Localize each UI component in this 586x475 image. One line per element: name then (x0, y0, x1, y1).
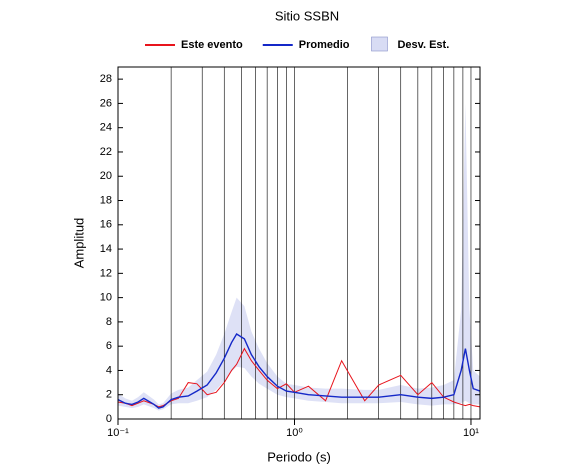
y-tick-label: 8 (106, 316, 112, 328)
legend-label: Este evento (181, 39, 243, 51)
y-tick-label: 12 (100, 267, 112, 279)
data-line (117, 333, 481, 409)
x-tick-label: 10¹ (463, 427, 479, 439)
legend-label: Promedio (299, 39, 350, 51)
chart-title: Sitio SSBN (275, 8, 339, 23)
legend-label: Desv. Est. (397, 39, 449, 51)
y-tick-label: 6 (106, 340, 112, 352)
plot-frame (117, 66, 481, 420)
y-tick-label: 18 (100, 194, 112, 206)
std-band (118, 103, 480, 411)
y-tick-label: 0 (106, 413, 112, 425)
y-tick-label: 20 (100, 170, 112, 182)
legend-swatch (371, 36, 388, 52)
y-axis-label: Amplitud (71, 218, 86, 269)
x-axis-label: Periodo (s) (267, 449, 331, 464)
y-tick-label: 24 (100, 122, 112, 134)
y-tick-label: 14 (100, 243, 112, 255)
y-tick-label: 10 (100, 292, 112, 304)
x-tick-label: 10⁻¹ (107, 427, 129, 439)
y-tick-label: 16 (100, 219, 112, 231)
x-tick-label: 10⁰ (286, 427, 303, 439)
y-tick-label: 4 (106, 364, 112, 376)
y-tick-label: 28 (100, 73, 112, 85)
y-tick-label: 22 (100, 146, 112, 158)
y-tick-label: 2 (106, 389, 112, 401)
y-tick-label: 26 (100, 97, 112, 109)
data-line (117, 347, 481, 408)
